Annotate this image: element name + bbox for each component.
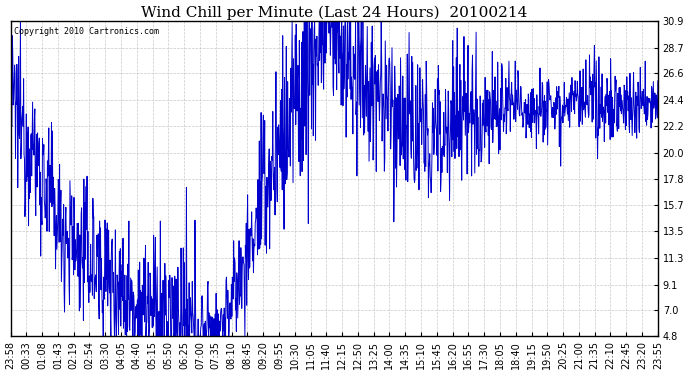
Text: Copyright 2010 Cartronics.com: Copyright 2010 Cartronics.com — [14, 27, 159, 36]
Title: Wind Chill per Minute (Last 24 Hours)  20100214: Wind Chill per Minute (Last 24 Hours) 20… — [141, 6, 527, 20]
